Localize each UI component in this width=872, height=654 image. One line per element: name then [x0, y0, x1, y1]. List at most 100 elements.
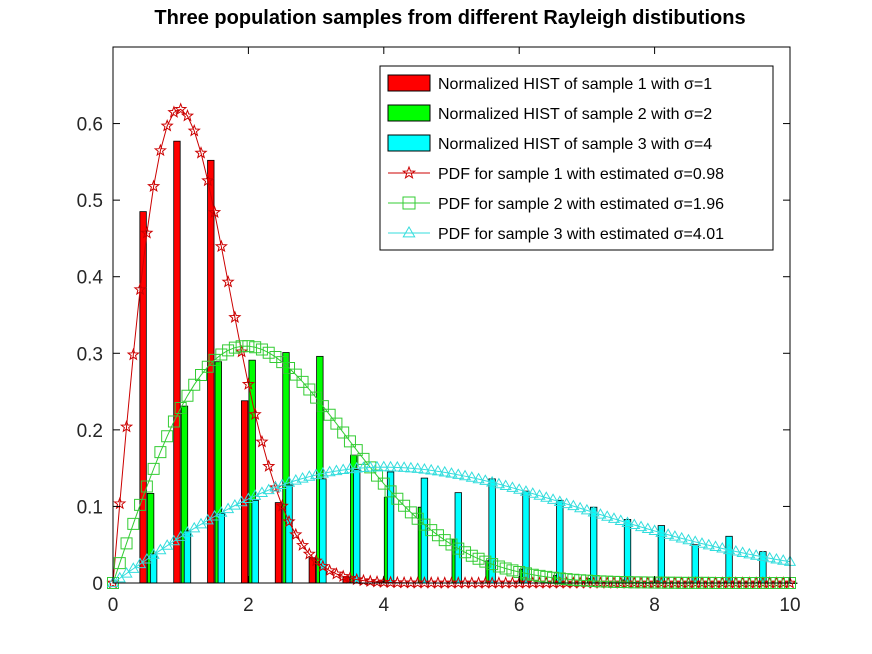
x-tick-label: 0	[108, 595, 119, 616]
pdf1-marker	[336, 569, 350, 583]
pdf2-marker	[384, 485, 397, 498]
legend-label-pdf1: PDF for sample 1 with estimated σ=0.98	[438, 166, 724, 183]
pdf2-marker	[411, 512, 424, 525]
pdf1-marker	[160, 118, 174, 132]
pdf3-marker	[689, 535, 702, 547]
pdf3-marker	[316, 467, 329, 478]
pdf1-marker	[262, 459, 276, 472]
pdf1-marker	[343, 571, 357, 584]
legend-marker-pdf2	[402, 196, 416, 210]
pdf1-marker	[214, 239, 228, 253]
pdf3-marker	[452, 468, 465, 479]
pdf1-marker	[235, 344, 249, 358]
pdf2-marker	[222, 344, 235, 357]
pdf3-marker	[526, 487, 539, 498]
pdf3-marker	[411, 462, 424, 473]
pdf3-marker	[350, 461, 363, 473]
pdf2-marker	[201, 360, 214, 373]
pdf3-marker	[560, 497, 573, 509]
pdf1-marker	[302, 547, 316, 560]
pdf3-marker	[607, 512, 621, 523]
pdf3-marker	[580, 503, 593, 515]
pdf3-marker	[750, 549, 763, 560]
pdf2-marker	[208, 353, 221, 366]
pdf3-marker	[337, 463, 350, 475]
pdf1-marker	[174, 102, 188, 115]
pdf3-marker	[655, 526, 668, 537]
pdf2-marker	[255, 343, 268, 356]
pdf3-marker	[736, 546, 749, 557]
pdf3-marker	[729, 544, 742, 556]
pdf3-marker	[628, 518, 641, 530]
pdf3-marker	[709, 540, 722, 551]
hist3-bar	[454, 492, 462, 584]
pdf3-marker	[465, 471, 478, 482]
pdf2-marker	[296, 375, 309, 388]
hist3-bar	[353, 469, 361, 584]
pdf3-marker	[574, 501, 587, 513]
pdf3-marker	[384, 460, 397, 472]
pdf2-marker	[492, 560, 505, 573]
pdf2-marker	[377, 477, 390, 490]
pdf3-marker	[431, 464, 445, 476]
pdf1-marker	[201, 173, 215, 187]
pdf3-marker	[601, 510, 614, 521]
pdf3-marker	[519, 485, 533, 496]
pdf3-marker	[594, 508, 607, 519]
pdf1-marker	[194, 146, 208, 159]
pdf2-marker	[337, 426, 350, 439]
pdf1-marker	[323, 563, 337, 577]
pdf2-marker	[167, 415, 180, 428]
pdf2-marker	[323, 408, 336, 421]
pdf2-marker	[431, 529, 444, 542]
pdf3-marker	[201, 513, 214, 525]
pdf1-marker	[147, 179, 161, 192]
pdf1-marker	[350, 572, 364, 586]
pdf3-marker	[377, 460, 390, 472]
pdf2-marker	[343, 435, 356, 448]
pdf3-marker	[682, 533, 695, 545]
pdf1-marker	[140, 226, 154, 239]
legend: Normalized HIST of sample 1 with σ=1 Norm…	[379, 65, 774, 251]
pdf1-marker	[207, 205, 222, 218]
pdf3-marker	[472, 472, 485, 484]
pdf3-marker	[763, 551, 776, 563]
pdf1-marker	[106, 576, 120, 589]
y-tick-label: 0	[92, 574, 103, 595]
pdf2-marker	[472, 552, 485, 565]
pdf3-marker	[479, 474, 492, 485]
pdf3-marker	[513, 483, 526, 494]
pdf3-marker	[398, 461, 411, 472]
y-tick-label: 0.4	[77, 268, 104, 289]
pdf2-marker	[127, 517, 140, 530]
pdf3-marker	[743, 547, 756, 559]
hist1-bar	[308, 557, 317, 584]
pdf1-marker	[295, 538, 310, 551]
pdf3-marker	[756, 550, 770, 562]
pdf2-marker	[445, 538, 458, 551]
pdf2-marker	[398, 499, 411, 512]
pdf3-marker	[357, 461, 370, 472]
pdf2-marker	[784, 576, 796, 589]
pdf3-marker	[492, 477, 505, 489]
pdf1-marker	[187, 123, 201, 137]
legend-label-hist3: Normalized HIST of sample 3 with σ=4	[438, 136, 712, 153]
pdf3-marker	[310, 468, 323, 480]
legend-box	[379, 65, 774, 251]
x-tick-label: 8	[649, 595, 660, 616]
pdf2-marker	[330, 417, 343, 430]
pdf2-marker	[249, 341, 262, 354]
pdf3-marker	[330, 464, 343, 476]
hist1-bar	[240, 400, 249, 584]
pdf2-marker	[452, 542, 465, 555]
pdf3-marker	[343, 462, 357, 474]
legend-label-hist1: Normalized HIST of sample 1 with σ=1	[438, 76, 712, 93]
pdf2-marker	[553, 572, 566, 585]
pdf2-marker	[262, 346, 275, 359]
pdf3-marker	[323, 465, 336, 477]
pdf1-marker	[316, 559, 330, 573]
pdf2-marker	[540, 570, 553, 583]
pdf2-marker	[195, 369, 208, 382]
pdf1-marker	[329, 566, 343, 580]
pdf3-marker	[506, 481, 519, 492]
